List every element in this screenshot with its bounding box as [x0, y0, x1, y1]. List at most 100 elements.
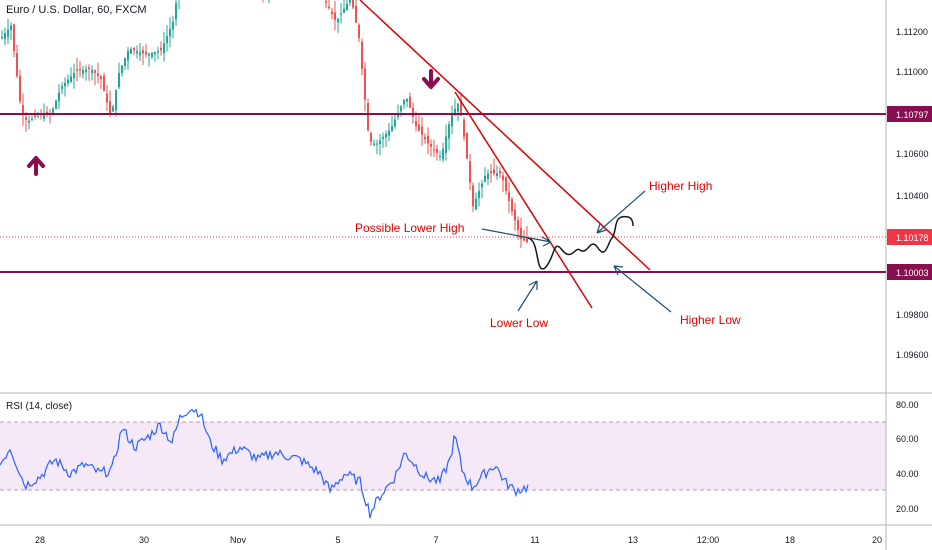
- candle-body: [157, 51, 159, 53]
- candle-body: [394, 119, 396, 127]
- time-tick: 13: [628, 535, 638, 545]
- time-tick: 30: [139, 535, 149, 545]
- candle-body: [94, 70, 96, 73]
- candle-body: [382, 137, 384, 139]
- candle-body: [454, 108, 456, 116]
- candle-body: [136, 51, 138, 54]
- candle-body: [448, 124, 450, 139]
- candles-group: [1, 0, 528, 249]
- candle-body: [412, 107, 414, 118]
- price-tick: 1.11200: [896, 27, 928, 37]
- candle-body: [142, 50, 144, 54]
- candle-body: [139, 52, 141, 56]
- time-axis: 28 30 Nov 5 7 11 13 12:00 18 20: [35, 535, 882, 545]
- rsi-title: RSI (14, close): [6, 401, 73, 412]
- candle-body: [52, 108, 54, 113]
- trendline-outer: [359, 0, 651, 271]
- time-tick: 11: [530, 535, 539, 545]
- candle-body: [493, 169, 495, 174]
- candle-body: [82, 69, 84, 75]
- rsi-tick: 60.00: [896, 434, 919, 444]
- candle-body: [433, 149, 435, 151]
- candle-body: [427, 135, 429, 144]
- candle-body: [115, 89, 117, 111]
- last-price-label: 1.10178: [896, 233, 929, 243]
- candle-body: [67, 79, 69, 84]
- rsi-group: [0, 408, 529, 519]
- candle-body: [439, 155, 441, 157]
- candle-body: [22, 105, 24, 114]
- candle-body: [64, 82, 66, 87]
- candle-body: [406, 98, 408, 102]
- candle-body: [7, 29, 9, 37]
- candle-body: [445, 136, 447, 153]
- candle-body: [379, 140, 381, 144]
- candle-body: [373, 143, 375, 145]
- arrow-higher-high: [596, 190, 646, 234]
- candle-body: [70, 76, 72, 82]
- candle-body: [16, 53, 18, 77]
- price-tick: 1.10600: [896, 149, 929, 159]
- candle-body: [25, 117, 27, 121]
- candle-body: [364, 68, 366, 100]
- down-arrow-icon: [422, 69, 440, 89]
- price-tick: 1.11000: [896, 67, 928, 77]
- candle-body: [172, 21, 174, 30]
- price-tick: 1.10400: [896, 191, 929, 201]
- candle-body: [100, 76, 102, 80]
- candle-body: [502, 175, 504, 181]
- resistance-price-label-bg: [887, 106, 932, 122]
- projected-path: [527, 215, 634, 270]
- candle-body: [466, 132, 468, 159]
- candle-body: [508, 192, 510, 202]
- resistance-price-label: 1.10797: [896, 110, 929, 120]
- candle-body: [151, 52, 153, 58]
- candle-body: [76, 69, 78, 71]
- candle-body: [355, 5, 357, 23]
- candle-body: [358, 24, 360, 39]
- candle-body: [334, 12, 336, 20]
- candle-body: [130, 49, 132, 54]
- up-arrow-icon: [27, 156, 45, 176]
- candle-body: [520, 227, 522, 239]
- candle-body: [505, 176, 507, 191]
- candle-body: [349, 0, 351, 3]
- candle-body: [163, 43, 165, 54]
- candle-body: [415, 120, 417, 127]
- annotation-arrows: [481, 190, 672, 313]
- candle-body: [346, 3, 348, 11]
- candle-body: [43, 114, 45, 119]
- candle-body: [418, 124, 420, 131]
- price-tick: 1.09800: [896, 310, 929, 320]
- candle-body: [517, 220, 519, 230]
- candle-body: [442, 148, 444, 160]
- time-tick: 12:00: [697, 535, 720, 545]
- candle-body: [424, 136, 426, 140]
- support-price-label: 1.10003: [896, 268, 929, 278]
- rsi-band: [0, 422, 886, 490]
- candle-body: [31, 118, 33, 120]
- time-tick: 18: [785, 535, 795, 545]
- candle-body: [109, 101, 111, 115]
- rsi-tick: 80.00: [896, 400, 919, 410]
- candle-body: [34, 114, 36, 117]
- candle-body: [511, 199, 513, 212]
- candle-body: [133, 48, 135, 51]
- chart-title: Euro / U.S. Dollar, 60, FXCM: [6, 4, 147, 16]
- arrow-higher-low: [613, 265, 672, 313]
- candle-body: [343, 8, 345, 13]
- candle-body: [160, 47, 162, 51]
- candle-body: [85, 69, 87, 73]
- candle-body: [484, 175, 486, 183]
- last-price-label-bg: [887, 229, 932, 245]
- candle-body: [514, 209, 516, 221]
- candle-body: [4, 33, 6, 39]
- candle-body: [478, 191, 480, 199]
- candle-body: [436, 149, 438, 153]
- candle-body: [370, 133, 372, 142]
- candle-body: [28, 120, 30, 123]
- candle-body: [460, 100, 462, 116]
- candle-body: [121, 65, 123, 73]
- candle-body: [154, 52, 156, 55]
